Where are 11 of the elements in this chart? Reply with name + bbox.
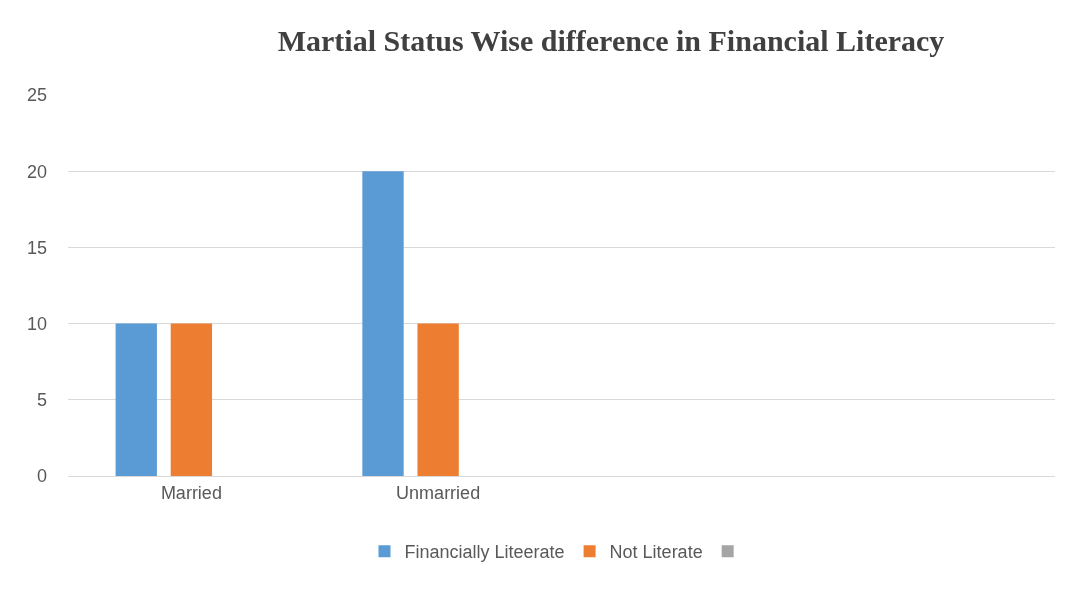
y-tick-label: 10 <box>26 313 47 334</box>
x-tick-label: Married <box>160 482 222 503</box>
y-tick-label: 5 <box>36 390 47 411</box>
legend-label: Financially Liteerate <box>404 542 565 563</box>
chart-title: Martial Status Wise difference in Financial Literacy <box>277 23 945 57</box>
y-tick-label: 0 <box>36 466 47 487</box>
y-tick-label: 20 <box>26 161 47 182</box>
x-tick-label: Unmarried <box>396 482 481 503</box>
legend-label: Not Literate <box>609 542 703 563</box>
y-tick-label: 25 <box>26 85 47 106</box>
y-tick-label: 15 <box>26 237 47 258</box>
